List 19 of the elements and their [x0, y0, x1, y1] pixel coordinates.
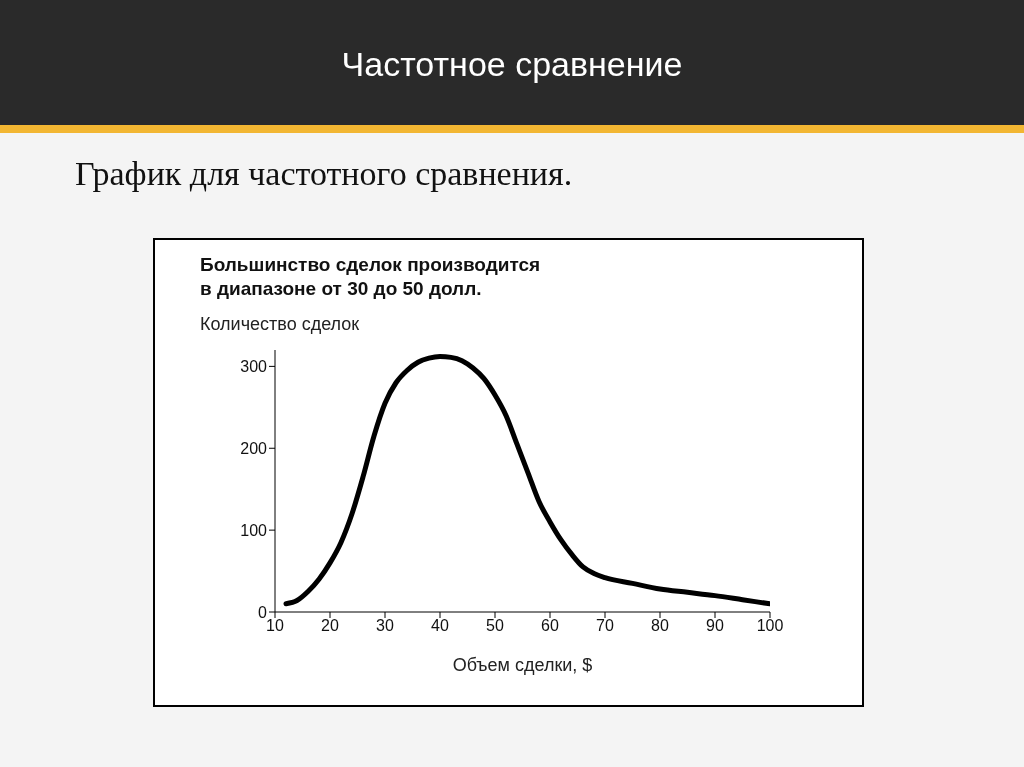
- x-tick-label: 30: [376, 617, 394, 635]
- x-tick-label: 50: [486, 617, 504, 635]
- x-tick-label: 20: [321, 617, 339, 635]
- x-tick-label: 90: [706, 617, 724, 635]
- x-tick-label: 70: [596, 617, 614, 635]
- y-tick-label: 0: [258, 603, 268, 621]
- y-tick-label: 200: [240, 439, 268, 457]
- y-tick-label: 300: [240, 358, 268, 376]
- x-axis-title: Объем сделки, $: [451, 655, 594, 676]
- chart-subtitle: График для частотного сравнения.: [75, 155, 573, 193]
- x-tick-label: 100: [756, 617, 784, 635]
- y-axis-title: Количество сделок: [200, 314, 360, 335]
- x-tick-label: 10: [266, 617, 284, 635]
- text: Большинство сделок производится в диапазоне от 30 до 50 долл.: [200, 253, 541, 301]
- x-tick-label: 80: [651, 617, 669, 635]
- x-tick-label: 40: [431, 617, 449, 635]
- x-tick-label: 60: [541, 617, 559, 635]
- chart-title: Частотное сравнение: [340, 45, 684, 84]
- y-tick-label: 100: [240, 521, 268, 539]
